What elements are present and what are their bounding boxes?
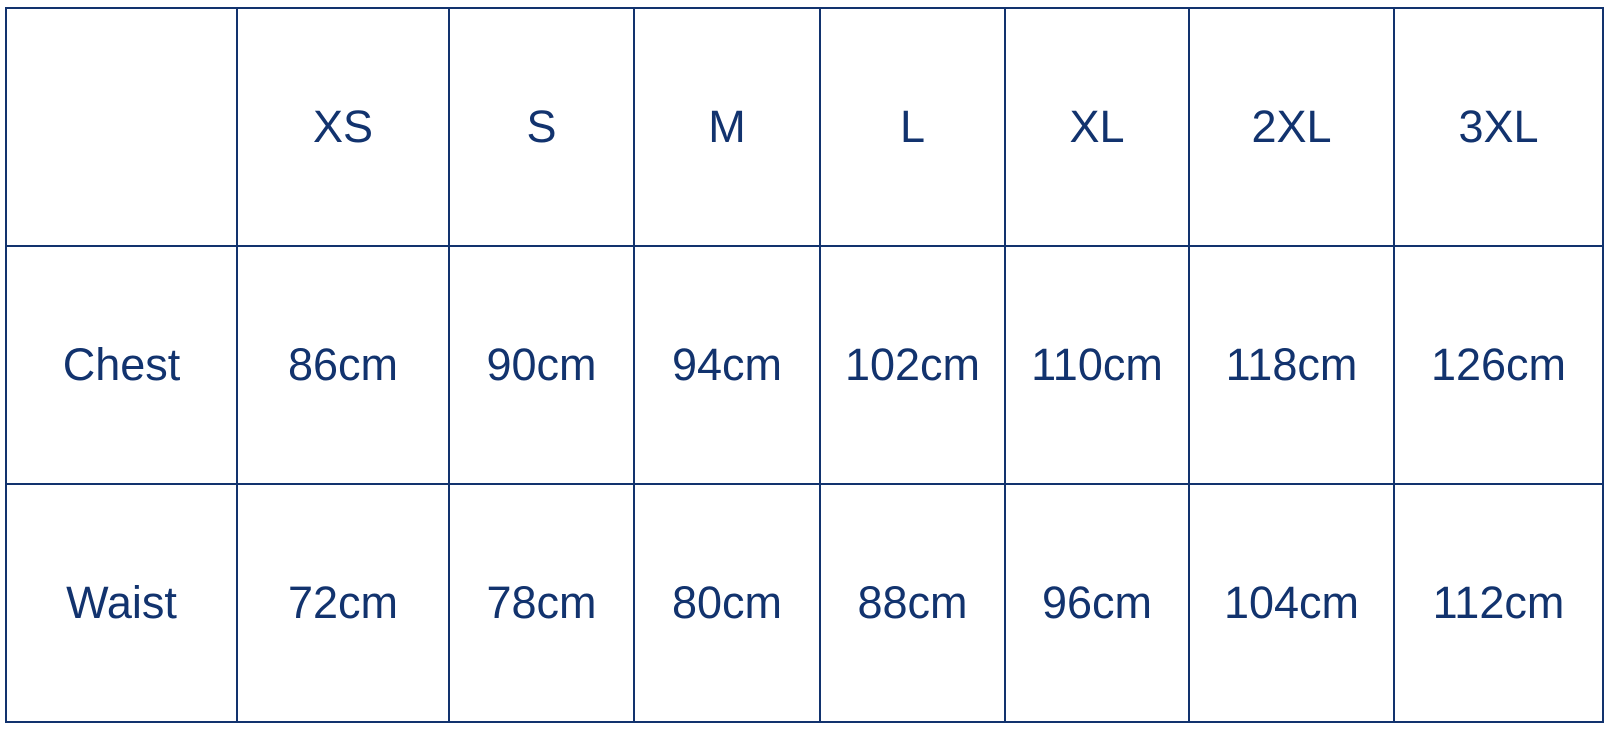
table-cell: 80cm [633, 483, 821, 723]
row-label: Waist [5, 483, 238, 723]
size-header-xs: XS [236, 7, 450, 247]
size-header-m: M [633, 7, 821, 247]
size-chart-table: XS S M L XL 2XL 3XL Chest 86cm 90cm 94cm… [5, 7, 1604, 723]
size-header-3xl: 3XL [1393, 7, 1604, 247]
table-cell: 112cm [1393, 483, 1604, 723]
table-cell: 94cm [633, 245, 821, 485]
size-header-l: L [819, 7, 1006, 247]
table-row-chest: Chest 86cm 90cm 94cm 102cm 110cm 118cm 1… [5, 245, 1604, 485]
size-header-xl: XL [1004, 7, 1190, 247]
table-cell: 78cm [448, 483, 635, 723]
table-cell: 90cm [448, 245, 635, 485]
header-row: XS S M L XL 2XL 3XL [5, 7, 1604, 247]
size-header-2xl: 2XL [1188, 7, 1395, 247]
table-cell: 118cm [1188, 245, 1395, 485]
corner-cell [5, 7, 238, 247]
row-label: Chest [5, 245, 238, 485]
table-cell: 126cm [1393, 245, 1604, 485]
size-header-s: S [448, 7, 635, 247]
table-row-waist: Waist 72cm 78cm 80cm 88cm 96cm 104cm 112… [5, 483, 1604, 723]
table-cell: 72cm [236, 483, 450, 723]
table-cell: 88cm [819, 483, 1006, 723]
table-cell: 104cm [1188, 483, 1395, 723]
table-cell: 110cm [1004, 245, 1190, 485]
table-cell: 96cm [1004, 483, 1190, 723]
table-cell: 102cm [819, 245, 1006, 485]
table-cell: 86cm [236, 245, 450, 485]
